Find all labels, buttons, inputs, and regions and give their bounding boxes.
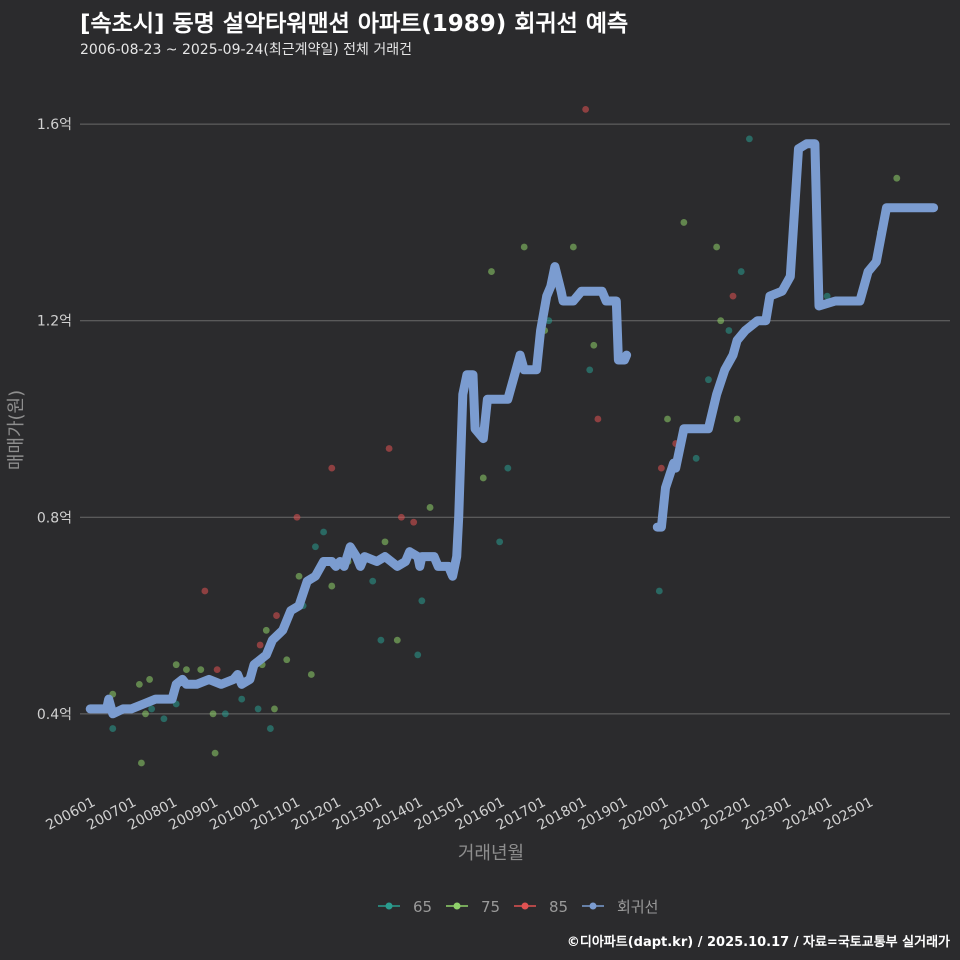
point-75 <box>479 474 487 482</box>
point-75 <box>283 656 291 664</box>
point-65 <box>221 710 229 718</box>
legend: 65 75 85 회귀선 <box>378 898 658 916</box>
point-75 <box>135 680 143 688</box>
legend-marker-75 <box>453 902 461 910</box>
point-75 <box>717 317 725 325</box>
y-tick-label: 0.8억 <box>37 510 72 526</box>
point-85 <box>293 513 301 521</box>
point-65 <box>418 597 426 605</box>
legend-marker-85 <box>521 902 529 910</box>
point-75 <box>183 666 190 674</box>
point-65 <box>254 705 262 713</box>
regression-segment <box>652 139 939 532</box>
point-75 <box>328 582 336 590</box>
point-65 <box>266 725 274 732</box>
point-65 <box>312 543 319 551</box>
legend-label: 65 <box>413 898 432 916</box>
point-65 <box>320 528 327 536</box>
legend-label: 85 <box>549 898 568 916</box>
point-85 <box>594 415 602 423</box>
y-axis-title: 매매가(원) <box>6 390 27 470</box>
point-65 <box>160 715 168 723</box>
point-65 <box>725 327 733 334</box>
point-65 <box>148 705 156 713</box>
point-65 <box>692 454 700 462</box>
point-85 <box>410 518 418 526</box>
point-75 <box>733 415 741 423</box>
point-75 <box>211 749 219 757</box>
chart-subtitle: 2006-08-23 ~ 2025-09-24(최근계약일) 전체 거래건 <box>80 42 412 58</box>
point-75 <box>426 504 434 511</box>
y-tick-labels: 0.4억 0.8억 1.2억 1.6억 <box>37 117 72 723</box>
point-85 <box>256 641 264 649</box>
y-tick-label: 1.2억 <box>37 314 72 330</box>
y-tick-label: 0.4억 <box>37 707 72 723</box>
point-75 <box>488 268 495 275</box>
point-65 <box>705 376 712 384</box>
x-axis-title: 거래년월 <box>458 843 524 864</box>
x-tick-labels: 2006012007012008012009012010012011012012… <box>43 794 876 833</box>
point-75 <box>197 666 205 674</box>
point-75 <box>713 243 721 251</box>
point-75 <box>393 636 401 644</box>
chart-title: [속초시] 동명 설악타워맨션 아파트(1989) 회귀선 예측 <box>80 11 629 37</box>
point-65 <box>504 464 512 472</box>
point-65 <box>745 135 753 143</box>
legend-label: 회귀선 <box>617 898 658 916</box>
point-75 <box>138 759 145 767</box>
point-75 <box>680 219 688 226</box>
regression-line <box>85 139 939 719</box>
point-65 <box>737 268 745 275</box>
point-75 <box>209 710 217 718</box>
legend-label: 75 <box>481 898 500 916</box>
point-65 <box>823 292 831 300</box>
source-credit: ©디아파트(dapt.kr) / 2025.10.17 / 자료=국토교통부 실… <box>566 935 950 950</box>
point-65 <box>109 725 117 732</box>
point-75 <box>893 174 901 182</box>
point-75 <box>590 341 598 349</box>
point-85 <box>729 292 737 300</box>
legend-marker-회귀선 <box>589 902 597 910</box>
point-65 <box>377 636 385 644</box>
point-85 <box>582 105 590 113</box>
point-85 <box>201 587 209 595</box>
point-65 <box>369 577 377 585</box>
point-75 <box>381 538 389 546</box>
point-85 <box>328 464 336 472</box>
point-65 <box>238 695 246 703</box>
point-75 <box>271 705 278 713</box>
y-tick-label: 1.6억 <box>37 117 72 133</box>
scatter-points <box>109 105 901 767</box>
point-75 <box>520 243 528 251</box>
point-65 <box>414 651 422 659</box>
point-75 <box>146 676 154 683</box>
point-65 <box>496 538 504 546</box>
point-75 <box>307 671 315 678</box>
point-75 <box>172 661 180 669</box>
point-85 <box>385 445 393 452</box>
point-65 <box>586 366 594 374</box>
point-75 <box>569 243 577 251</box>
legend-marker-65 <box>385 902 393 910</box>
point-85 <box>213 666 221 674</box>
point-75 <box>142 710 149 718</box>
point-65 <box>655 587 663 595</box>
point-85 <box>273 612 280 619</box>
point-75 <box>262 626 270 634</box>
point-75 <box>664 415 671 423</box>
point-75 <box>295 572 303 580</box>
point-85 <box>657 464 665 472</box>
point-85 <box>397 513 405 521</box>
regression-segment <box>85 262 632 719</box>
